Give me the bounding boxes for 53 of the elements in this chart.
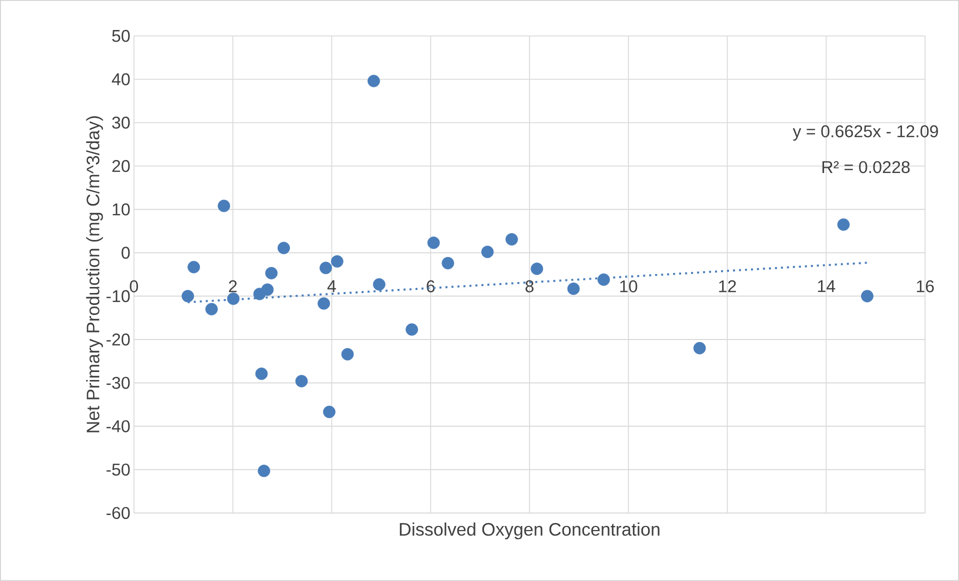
y-tick-label: -30 <box>106 376 130 389</box>
point <box>341 348 354 360</box>
y-tick-label: 10 <box>112 203 130 216</box>
point <box>318 297 330 310</box>
x-tick-label: 16 <box>916 280 934 292</box>
annotation: y = 0.6625x - 12.09 <box>792 125 938 141</box>
point <box>255 368 268 380</box>
point <box>330 255 344 268</box>
y-tick-label: -60 <box>106 507 130 520</box>
point <box>205 302 218 316</box>
x-tick-label: 2 <box>228 280 237 292</box>
x-tick-label: 4 <box>327 280 336 292</box>
y-tick-label: -40 <box>106 420 130 432</box>
point <box>567 282 580 296</box>
point <box>837 218 850 231</box>
y-tick-label: 20 <box>112 160 130 172</box>
x-tick-label: 0 <box>130 280 138 292</box>
y-tick-label: -20 <box>106 334 130 346</box>
point <box>406 323 418 336</box>
point <box>693 342 706 354</box>
point <box>227 292 240 305</box>
point <box>261 283 274 296</box>
point <box>481 246 494 258</box>
point <box>265 266 278 280</box>
point <box>182 290 194 302</box>
x-tick-label: 12 <box>719 280 736 292</box>
point <box>258 464 270 478</box>
point <box>278 242 290 254</box>
point <box>323 406 336 418</box>
point <box>861 290 874 302</box>
x-tick-label: 10 <box>620 280 638 292</box>
y-axis-title: Net Primary Production (mg C/m^3/day) <box>86 116 103 432</box>
point <box>320 262 332 274</box>
x-tick-label: 14 <box>818 280 836 292</box>
point <box>218 200 230 212</box>
point <box>597 273 610 286</box>
point <box>368 74 380 88</box>
point <box>442 257 454 270</box>
y-tick-label: 0 <box>122 246 130 259</box>
point <box>506 233 518 246</box>
point <box>530 262 544 276</box>
point <box>188 260 200 274</box>
y-tick-label: -10 <box>106 290 130 302</box>
x-axis-title: Dissolved Oxygen Concentration <box>400 522 660 540</box>
y-tick-label: -50 <box>106 464 130 476</box>
y-tick-label: 40 <box>112 73 130 86</box>
x-tick-label: 8 <box>526 280 534 292</box>
point <box>427 236 440 250</box>
point <box>295 374 308 388</box>
y-tick-label: 30 <box>112 116 130 129</box>
point <box>372 278 386 291</box>
annotation: R² = 0.0228 <box>822 161 910 174</box>
y-tick-label: 50 <box>112 30 130 42</box>
